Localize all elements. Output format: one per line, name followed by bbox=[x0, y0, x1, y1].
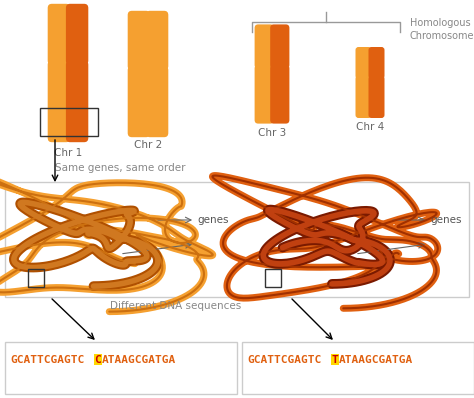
Text: Same genes, same order: Same genes, same order bbox=[55, 163, 185, 173]
Ellipse shape bbox=[152, 62, 162, 74]
FancyBboxPatch shape bbox=[66, 4, 88, 65]
FancyBboxPatch shape bbox=[146, 11, 168, 70]
Bar bbox=[265, 269, 281, 287]
FancyBboxPatch shape bbox=[128, 66, 150, 137]
Bar bbox=[5, 182, 469, 297]
Text: Different DNA sequences: Different DNA sequences bbox=[110, 301, 241, 311]
Text: GCATTCGAGTC: GCATTCGAGTC bbox=[247, 355, 321, 365]
Ellipse shape bbox=[360, 73, 367, 82]
Text: Homologous
Chromosomes: Homologous Chromosomes bbox=[410, 18, 474, 41]
Ellipse shape bbox=[72, 56, 82, 69]
FancyBboxPatch shape bbox=[368, 76, 384, 118]
Ellipse shape bbox=[260, 61, 268, 72]
Ellipse shape bbox=[275, 61, 284, 72]
Text: Allele A: Allele A bbox=[10, 373, 49, 383]
FancyBboxPatch shape bbox=[356, 76, 372, 118]
Text: Chr 4: Chr 4 bbox=[356, 122, 384, 132]
FancyBboxPatch shape bbox=[270, 65, 290, 124]
FancyBboxPatch shape bbox=[255, 65, 274, 124]
FancyBboxPatch shape bbox=[270, 24, 290, 68]
FancyBboxPatch shape bbox=[368, 47, 384, 79]
Bar bbox=[28, 269, 44, 287]
FancyBboxPatch shape bbox=[48, 4, 70, 65]
Ellipse shape bbox=[134, 62, 144, 74]
Text: Chr 3: Chr 3 bbox=[258, 128, 286, 138]
Text: genes: genes bbox=[197, 215, 228, 225]
Bar bbox=[94, 354, 102, 365]
FancyBboxPatch shape bbox=[128, 11, 150, 70]
Text: genes: genes bbox=[430, 215, 462, 225]
Text: GCATTCGAGTC: GCATTCGAGTC bbox=[10, 355, 84, 365]
Ellipse shape bbox=[54, 56, 64, 69]
Text: ATAAGCGATGA: ATAAGCGATGA bbox=[339, 355, 413, 365]
Text: T: T bbox=[331, 355, 338, 365]
Bar bbox=[331, 354, 339, 365]
FancyBboxPatch shape bbox=[255, 24, 274, 68]
FancyBboxPatch shape bbox=[66, 60, 88, 142]
Bar bbox=[40, 108, 98, 136]
Text: ATAAGCGATGA: ATAAGCGATGA bbox=[102, 355, 176, 365]
Text: C: C bbox=[94, 355, 101, 365]
Text: Chr 2: Chr 2 bbox=[134, 140, 162, 150]
Bar bbox=[242, 342, 474, 394]
Text: Chr 1: Chr 1 bbox=[54, 148, 82, 158]
Bar bbox=[5, 342, 237, 394]
Ellipse shape bbox=[373, 73, 380, 82]
FancyBboxPatch shape bbox=[146, 66, 168, 137]
Text: Allele B: Allele B bbox=[247, 373, 286, 383]
FancyBboxPatch shape bbox=[48, 60, 70, 142]
FancyBboxPatch shape bbox=[356, 47, 372, 79]
